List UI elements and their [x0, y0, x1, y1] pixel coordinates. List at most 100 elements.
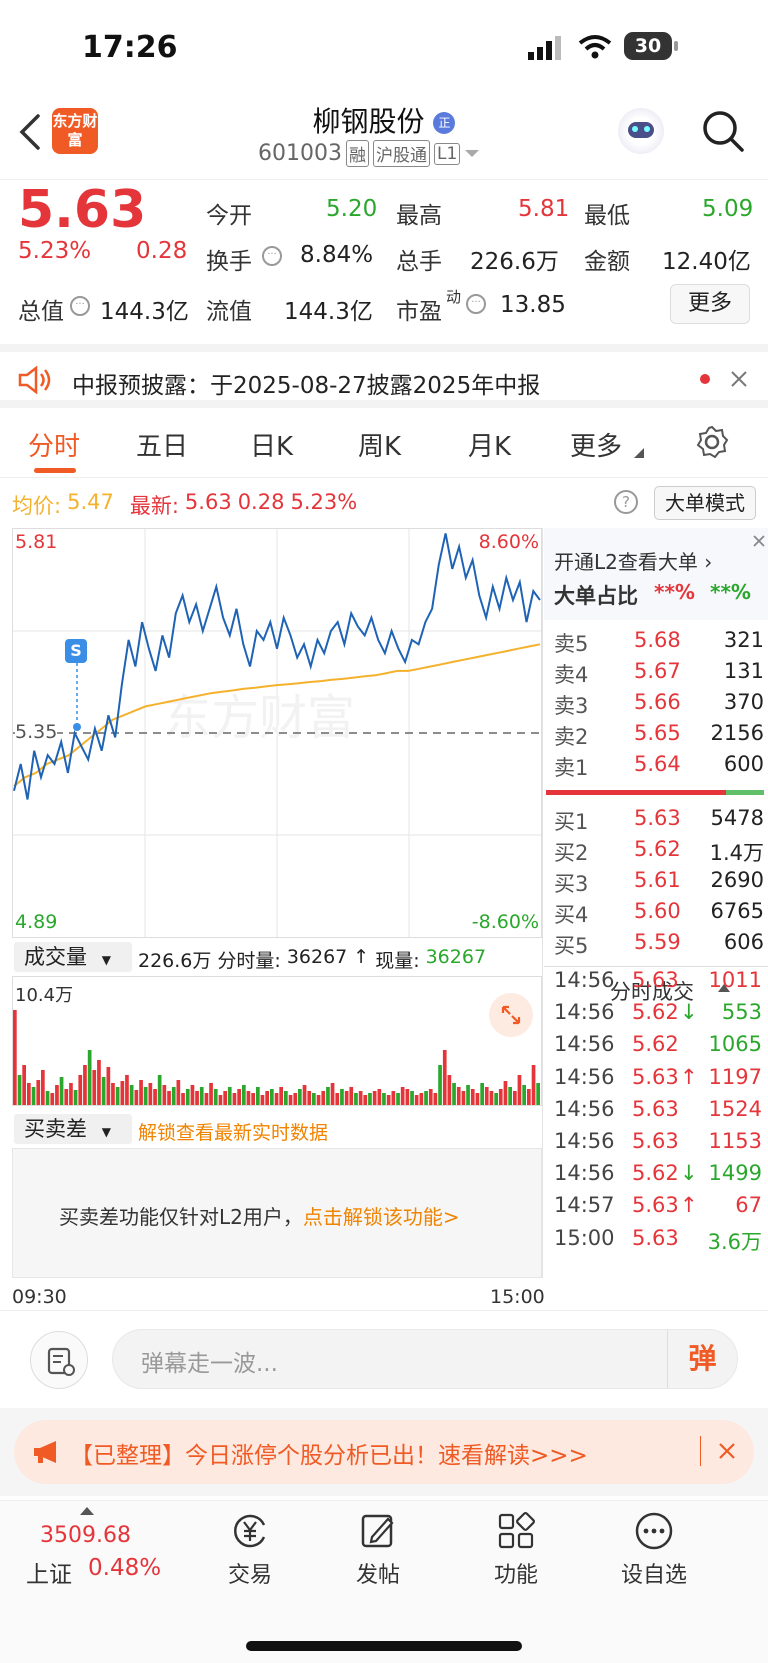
pct-value: 5.23%: [290, 490, 358, 514]
divider: [542, 528, 543, 1278]
notice-bar[interactable]: 中报预披露：于2025-08-27披露2025年中报: [0, 344, 768, 408]
volume-bar: [475, 1093, 480, 1105]
diff-unlock-link[interactable]: 解锁查看最新实时数据: [138, 1122, 329, 1144]
ask-row[interactable]: 卖2 5.65 2156: [554, 721, 764, 753]
back-icon[interactable]: [18, 114, 42, 150]
tab-intraday[interactable]: 分时: [28, 432, 81, 462]
volume-bar: [120, 1081, 125, 1105]
mktcap-value: 144.3亿: [100, 299, 189, 325]
diff-unlock-button[interactable]: 点击解锁该功能>: [302, 1205, 460, 1229]
volume-bar: [232, 1093, 237, 1105]
price-line: [13, 533, 541, 800]
volume-selector[interactable]: 成交量 ▼: [14, 942, 132, 972]
now-value: 36267: [425, 946, 487, 968]
amount-label: 金额: [584, 249, 630, 275]
ask-row[interactable]: 卖5 5.68 321: [554, 628, 764, 660]
volume-bar: [400, 1087, 405, 1105]
big-order-mode-button[interactable]: 大单模式: [654, 486, 756, 520]
close-icon[interactable]: [718, 1442, 736, 1460]
info-icon[interactable]: ···: [70, 296, 90, 316]
volume-bar: [27, 1083, 31, 1105]
ask-row[interactable]: 卖1 5.64 600: [554, 752, 764, 784]
nav-trade[interactable]: 交易: [190, 1511, 310, 1589]
tab-more[interactable]: 更多: [570, 432, 623, 462]
nav-post[interactable]: 发帖: [318, 1511, 438, 1589]
volume-bar: [64, 1089, 69, 1105]
level-volume: 2690: [710, 868, 764, 892]
bid-row[interactable]: 买1 5.63 5478: [554, 806, 764, 838]
ask-row[interactable]: 卖4 5.67 131: [554, 659, 764, 691]
pe-sup: 动: [446, 288, 462, 306]
level-volume: 606: [723, 930, 764, 954]
volume-bar: [111, 1083, 115, 1105]
trade-time: 14:56: [554, 1161, 615, 1186]
danmaku-settings-icon[interactable]: [30, 1331, 88, 1389]
volume-bar: [377, 1089, 382, 1105]
volume-bar: [424, 1091, 428, 1105]
comment-input[interactable]: 弹幕走一波... 弹: [112, 1329, 738, 1389]
volume-bar: [256, 1087, 260, 1105]
volume-bar: [480, 1083, 484, 1105]
volume-bar: [139, 1080, 143, 1105]
nav-functions[interactable]: 功能: [456, 1511, 576, 1589]
volume-bar: [101, 1077, 106, 1105]
volume-bar: [428, 1089, 433, 1105]
home-indicator: [246, 1641, 522, 1651]
trade-price: 5.63: [632, 968, 679, 992]
event-marker[interactable]: S: [65, 639, 87, 663]
robot-assistant-icon[interactable]: [618, 108, 664, 154]
volume-bar: [36, 1080, 41, 1105]
info-icon[interactable]: ···: [466, 294, 486, 314]
bid-row[interactable]: 买3 5.61 2690: [554, 868, 764, 900]
watermark: 东方财富: [163, 690, 355, 746]
volume-bar: [461, 1091, 466, 1105]
tab-weekly[interactable]: 周K: [358, 432, 402, 462]
search-icon[interactable]: [702, 110, 744, 152]
trade-price: 5.63: [632, 1193, 679, 1218]
tab-5day[interactable]: 五日: [136, 432, 189, 462]
tag-margin: 融: [345, 140, 369, 167]
chevron-down-icon[interactable]: [464, 149, 480, 159]
pe-label: 市盈: [396, 299, 442, 325]
intraday-chart[interactable]: 东方财富 S 5.81 8.60% 5.35 4.89 -8.60%: [12, 528, 542, 938]
volume-bar: [181, 1093, 185, 1105]
trade-arrow: ↑: [680, 1193, 698, 1218]
trade-row: 14:56 5.62 1065: [554, 1032, 768, 1066]
tab-daily[interactable]: 日K: [250, 432, 294, 462]
close-icon[interactable]: [730, 370, 748, 388]
depth-bar-red: [546, 790, 726, 795]
diff-selector[interactable]: 买卖差 ▼: [14, 1114, 132, 1144]
wifi-icon: [578, 35, 612, 59]
level-volume: 321: [723, 628, 764, 652]
l2-promo[interactable]: 开通L2查看大单 › 大单占比 **% **%: [544, 528, 768, 620]
info-icon[interactable]: ···: [262, 246, 282, 266]
volume-bar: [87, 1050, 92, 1105]
bid-row[interactable]: 买4 5.60 6765: [554, 899, 764, 931]
app-logo: 东方财富: [52, 108, 98, 154]
more-button[interactable]: 更多: [670, 284, 750, 324]
bid-row[interactable]: 买2 5.62 1.4万: [554, 837, 764, 869]
bid-row[interactable]: 买5 5.59 606: [554, 930, 764, 962]
level-label: 卖1: [554, 756, 589, 780]
trades-title[interactable]: 分时成交: [610, 980, 694, 1004]
notice-text: 中报预披露：于2025-08-27披露2025年中报: [72, 373, 541, 399]
expand-icon[interactable]: [489, 993, 533, 1037]
volume-bar: [396, 1093, 400, 1105]
index-value[interactable]: 3509.68: [40, 1523, 131, 1548]
help-icon[interactable]: ?: [614, 490, 638, 514]
volume-bar: [17, 1075, 22, 1105]
send-danmaku-button[interactable]: 弹: [667, 1330, 737, 1388]
tab-monthly[interactable]: 月K: [468, 432, 512, 462]
amount-value: 12.40亿: [662, 249, 751, 275]
level-price: 5.59: [634, 930, 681, 954]
volume-bar: [31, 1087, 36, 1105]
volume-bar: [503, 1081, 508, 1105]
ask-row[interactable]: 卖3 5.66 370: [554, 690, 764, 722]
close-icon[interactable]: [752, 534, 766, 548]
trade-row: 14:56 5.62 ↓ 553: [554, 1000, 768, 1034]
promo-banner[interactable]: 【已整理】今日涨停个股分析已出！速看解读>>>: [14, 1420, 754, 1484]
volume-bar: [106, 1067, 111, 1105]
nav-set-watchlist[interactable]: 设自选: [594, 1511, 714, 1589]
pct-min-label: -8.60%: [471, 911, 539, 933]
gear-icon[interactable]: [694, 424, 730, 460]
